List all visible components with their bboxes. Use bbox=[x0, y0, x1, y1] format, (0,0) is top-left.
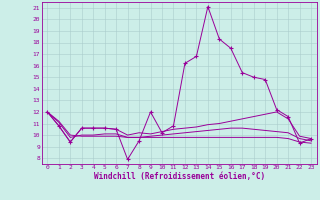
X-axis label: Windchill (Refroidissement éolien,°C): Windchill (Refroidissement éolien,°C) bbox=[94, 172, 265, 181]
